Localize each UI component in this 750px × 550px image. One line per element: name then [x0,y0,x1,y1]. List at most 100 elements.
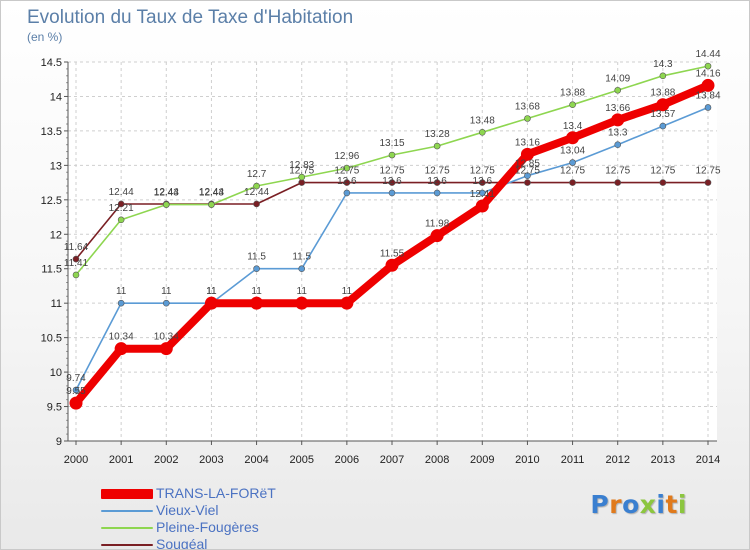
data-label: 12.85 [515,159,540,170]
y-tick-label: 10 [50,367,62,379]
data-label: 13.88 [560,88,585,99]
data-label: 13.28 [425,129,450,140]
y-tick-label: 12 [50,229,62,241]
data-label: 11.5 [292,252,311,263]
data-label: 12.75 [695,166,720,177]
data-point [253,182,260,190]
data-point [704,179,712,186]
data-label: 12.41 [470,189,495,200]
data-label: 11 [206,286,217,297]
data-point [704,104,712,111]
data-point [117,299,125,307]
x-tick-label: 2000 [64,454,88,466]
legend-swatch [101,527,153,529]
brand-letter: i [677,490,687,519]
data-point [69,396,83,410]
x-tick-label: 2007 [380,454,404,466]
data-label: 12.75 [379,166,404,177]
y-tick-label: 11 [51,298,62,310]
x-tick-label: 2001 [109,454,133,466]
data-label: 12.75 [560,166,585,177]
data-label: 12.7 [247,169,267,180]
data-label: 9.74 [66,373,86,384]
data-point [659,179,667,186]
y-tick-label: 11.5 [41,264,62,276]
y-tick-label: 14 [50,91,62,103]
data-point [295,296,309,310]
data-label: 12.6 [427,176,447,187]
x-tick-label: 2009 [470,454,494,466]
data-point [569,159,576,166]
data-point [117,216,125,224]
data-point [701,78,715,92]
x-tick-label: 2010 [515,454,539,466]
data-point [114,342,128,356]
data-label: 12.75 [470,166,495,177]
data-label: 11 [297,286,308,297]
data-point [433,189,441,197]
data-point [478,179,486,186]
data-point [614,141,622,148]
data-label: 12.43 [154,188,179,199]
data-point [162,201,170,208]
x-tick-label: 2003 [199,454,223,466]
data-point [430,229,444,243]
data-point [162,299,170,307]
data-point [340,296,354,310]
x-tick-label: 2011 [561,454,585,466]
data-label: 10.34 [154,332,179,343]
data-point [614,179,622,186]
data-point [388,151,396,159]
data-label: 13.66 [605,103,630,114]
data-label: 12.75 [650,166,675,177]
data-label: 12.75 [515,166,540,177]
data-point [659,122,667,130]
data-label: 13.68 [515,102,540,113]
x-tick-label: 2006 [335,454,359,466]
data-label: 13.3 [608,128,628,139]
y-tick-label: 14.5 [41,57,62,69]
data-label: 12.43 [199,188,224,199]
data-label: 14.16 [695,68,720,79]
data-label: 13.04 [560,146,585,157]
data-point [611,113,625,127]
brand-letter: o [622,490,640,519]
chart-title: Evolution du Taux de Taxe d'Habitation [27,7,354,28]
brand-letter: t [665,490,678,519]
legend-label: Pleine-Fougères [156,519,259,535]
legend-label: Vieux-Viel [156,502,219,518]
data-point [343,179,351,186]
data-point [656,98,670,112]
data-point [659,72,667,80]
data-label: 13.57 [650,109,675,120]
data-label: 13.15 [379,138,404,149]
data-point [343,164,351,172]
data-label: 14.44 [695,49,720,60]
x-tick-label: 2004 [244,454,268,466]
data-point [298,179,306,186]
data-label: 13.16 [515,137,540,148]
data-point [520,147,534,161]
data-label: 12.44 [244,187,269,198]
x-tick-label: 2002 [154,454,178,466]
data-point [478,189,486,197]
y-tick-label: 9.5 [47,402,62,414]
data-point [385,258,399,272]
data-point [72,271,80,279]
data-point [343,189,351,197]
data-label: 12.44 [199,187,224,198]
y-tick-label: 10.5 [41,333,62,345]
data-label: 11 [251,286,262,297]
data-label: 14.3 [653,59,673,70]
data-point [298,265,306,273]
data-point [204,296,218,310]
data-label: 12.75 [289,166,314,177]
y-unit-label: (en %) [27,30,63,44]
data-label: 12.44 [109,187,134,198]
data-point [524,179,531,186]
data-point [298,173,306,181]
data-point [388,179,396,186]
data-point [72,386,80,394]
